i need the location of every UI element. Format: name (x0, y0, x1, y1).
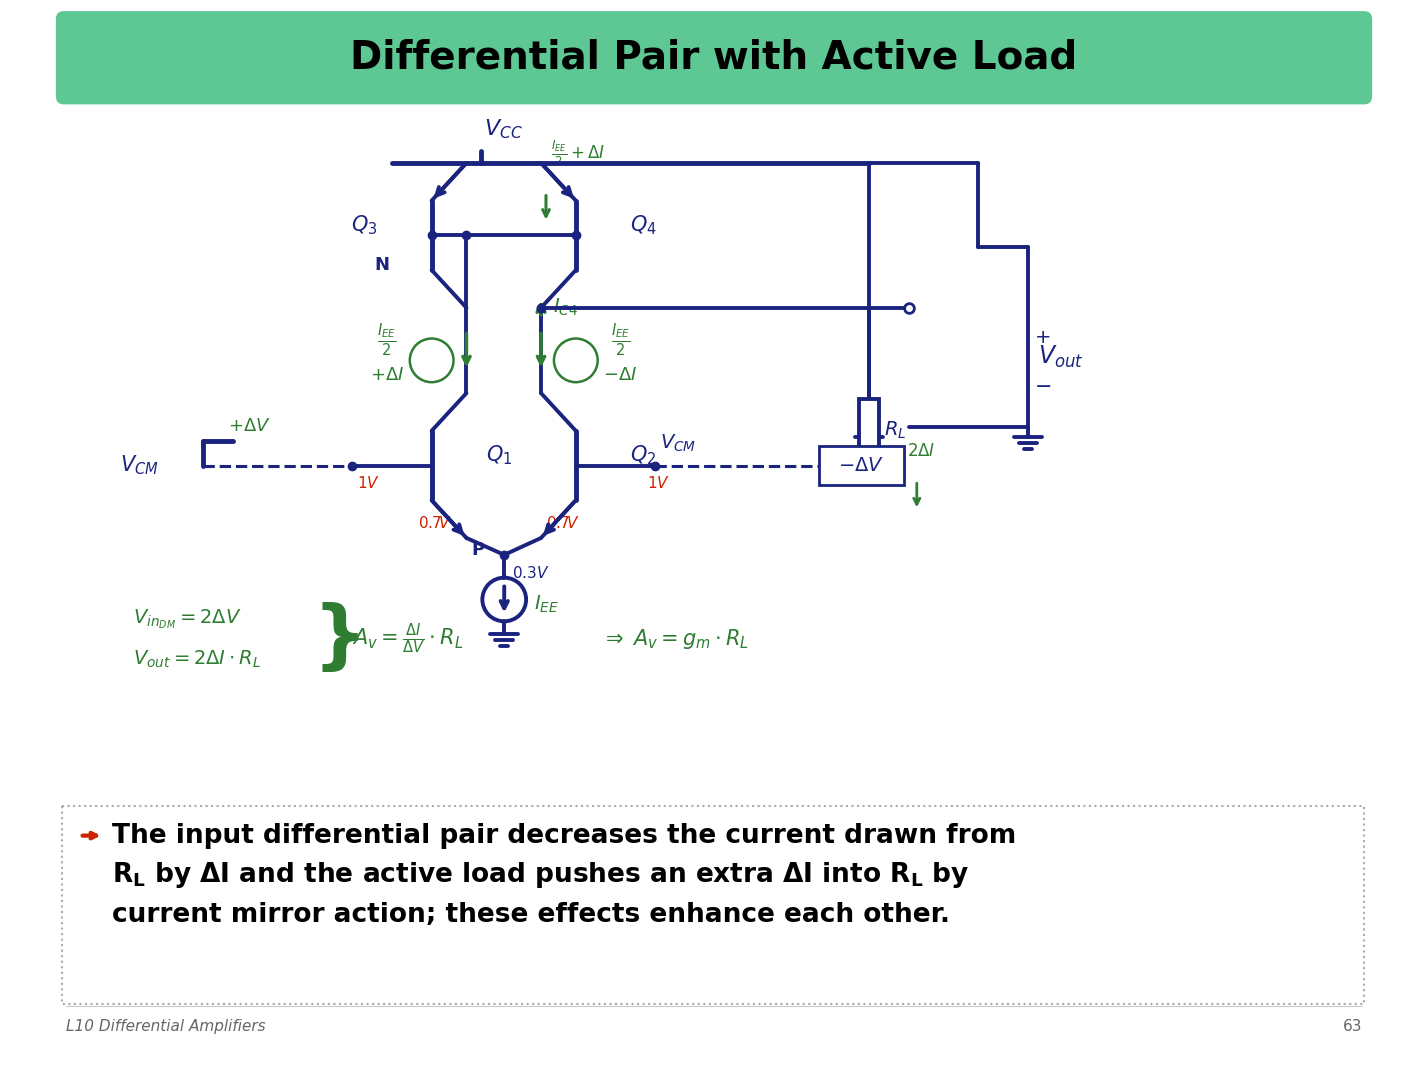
FancyBboxPatch shape (61, 806, 1364, 1004)
Text: $\frac{I_{EE}}{2}$: $\frac{I_{EE}}{2}$ (611, 323, 630, 359)
Text: N: N (374, 256, 390, 274)
Text: $0.7V$: $0.7V$ (417, 515, 451, 531)
Text: $\frac{I_{EE}}{2}+\Delta I$: $\frac{I_{EE}}{2}+\Delta I$ (551, 138, 605, 168)
Text: $1V$: $1V$ (357, 475, 380, 491)
Text: $+\Delta V$: $+\Delta V$ (228, 417, 271, 435)
Text: $\mathbf{R_L}$ by $\mathbf{\Delta I}$ and the active load pushes an extra $\math: $\mathbf{R_L}$ by $\mathbf{\Delta I}$ an… (111, 861, 970, 891)
Text: $1V$: $1V$ (647, 475, 670, 491)
Text: 63: 63 (1342, 1019, 1362, 1034)
Text: −: − (1035, 377, 1052, 397)
Text: $\mathit{V}_{CM}$: $\mathit{V}_{CM}$ (120, 454, 159, 477)
Text: $I_{C4}$: $I_{C4}$ (553, 297, 578, 318)
FancyBboxPatch shape (56, 11, 1372, 105)
Text: $\mathit{V}_{CM}$: $\mathit{V}_{CM}$ (660, 433, 697, 454)
Text: $V_{in_{DM}}=2\Delta V$: $V_{in_{DM}}=2\Delta V$ (133, 608, 241, 631)
Text: P: P (471, 540, 484, 559)
Text: +: + (1035, 328, 1051, 347)
Text: $I_{EE}$: $I_{EE}$ (534, 594, 558, 615)
Text: L10 Differential Amplifiers: L10 Differential Amplifiers (66, 1019, 266, 1034)
Bar (820, 445, 904, 485)
Text: $R_L$: $R_L$ (884, 420, 907, 441)
Text: $-\Delta V$: $-\Delta V$ (838, 456, 884, 475)
Text: $Q_4$: $Q_4$ (631, 214, 657, 237)
Text: $A_v=\frac{\Delta I}{\Delta V}\cdot R_L$: $A_v=\frac{\Delta I}{\Delta V}\cdot R_L$ (353, 622, 464, 657)
Text: $V_{out}=2\Delta I\cdot R_L$: $V_{out}=2\Delta I\cdot R_L$ (133, 648, 261, 670)
Text: $0.3V$: $0.3V$ (513, 565, 550, 581)
Text: $2\Delta I$: $2\Delta I$ (907, 442, 935, 459)
Text: $\frac{I_{EE}}{2}$: $\frac{I_{EE}}{2}$ (377, 323, 397, 359)
Text: $-\Delta I$: $-\Delta I$ (604, 366, 638, 384)
Bar (860, 398, 880, 453)
Text: $Q_3$: $Q_3$ (350, 214, 377, 237)
Text: current mirror action; these effects enhance each other.: current mirror action; these effects enh… (111, 902, 950, 928)
Text: $\mathit{V}_{out}$: $\mathit{V}_{out}$ (1038, 344, 1084, 371)
Text: $+\Delta I$: $+\Delta I$ (370, 366, 404, 384)
Text: Differential Pair with Active Load: Differential Pair with Active Load (350, 38, 1078, 77)
Text: $\mathit{V}_{CC}$: $\mathit{V}_{CC}$ (484, 117, 523, 141)
Text: $Q_2$: $Q_2$ (631, 444, 657, 468)
Text: $\Rightarrow\ A_v=g_m\cdot R_L$: $\Rightarrow\ A_v=g_m\cdot R_L$ (601, 627, 748, 651)
Text: $Q_1$: $Q_1$ (487, 444, 513, 468)
Text: The input differential pair decreases the current drawn from: The input differential pair decreases th… (111, 822, 1015, 849)
Text: }: } (313, 602, 367, 676)
Text: $0.7V$: $0.7V$ (545, 515, 580, 531)
